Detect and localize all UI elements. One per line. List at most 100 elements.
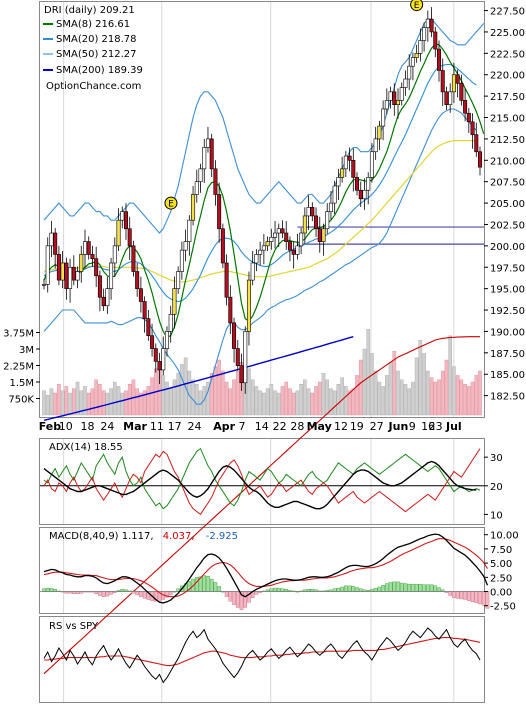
- macd-hist-bar-105: [433, 585, 438, 592]
- price-tick-label-5: 215.00: [490, 114, 525, 125]
- volume-bar-89: [373, 370, 378, 416]
- macd-hist-bar-109: [448, 591, 452, 596]
- macd-hist-bar-34: [168, 591, 173, 596]
- volume-bar-6: [64, 386, 69, 416]
- macd-hist-bar-103: [426, 584, 430, 592]
- rs-lines: [43, 627, 481, 684]
- candle-body-29: [150, 335, 155, 349]
- volume-bar-56: [250, 379, 255, 416]
- macd-hist-bar-15: [98, 591, 102, 596]
- macd-hist-bar-47: [217, 586, 221, 592]
- volume-tick-label-1: 3M: [19, 345, 34, 356]
- candle-body-114: [466, 112, 471, 123]
- volume-bar-96: [399, 379, 404, 416]
- price-tick-label-17: 185.00: [490, 370, 525, 381]
- rs-title: RS vs SPY: [49, 621, 99, 632]
- candle-body-111: [455, 74, 460, 84]
- candle-body-74: [317, 228, 322, 242]
- candle-body-26: [138, 288, 143, 302]
- macd-hist-bar-41: [194, 577, 199, 592]
- candle-body-100: [414, 53, 419, 58]
- volume-bar-69: [299, 384, 303, 416]
- volume-bar-100: [414, 357, 419, 416]
- date-tick-label-3: 24: [100, 420, 114, 433]
- volume-bar-90: [377, 381, 382, 416]
- macd-lines: [40, 533, 490, 610]
- macd-hist-bar-117: [478, 591, 482, 605]
- candle-body-81: [343, 155, 348, 170]
- volume-bar-47: [217, 359, 221, 416]
- candle-body-3: [53, 232, 58, 255]
- volume-bar-57: [254, 386, 259, 416]
- legend-sma200: SMA(200) 189.39: [56, 65, 143, 76]
- volume-bar-107: [440, 370, 445, 416]
- candle-body-54: [243, 331, 248, 384]
- candle-body-9: [75, 271, 80, 281]
- candle-body-32: [161, 348, 166, 371]
- candle-body-45: [209, 138, 214, 170]
- macd-hist-bar-79: [336, 587, 341, 592]
- candle-body-110: [451, 74, 456, 93]
- price-tick-label-1: 225.00: [490, 28, 525, 39]
- volume-bar-12: [86, 392, 91, 416]
- macd-hist-bar-94: [392, 581, 397, 592]
- price-tick-label-0: 227.50: [490, 7, 525, 18]
- price-tick-label-10: 202.50: [490, 220, 525, 231]
- candle-body-102: [422, 27, 427, 41]
- candle-body-109: [448, 91, 453, 105]
- volume-bar-111: [455, 375, 460, 416]
- volume-bar-102: [422, 353, 426, 416]
- adx-line: [43, 460, 477, 510]
- volume-bar-44: [206, 381, 210, 416]
- macd-tick-label-3: 2.50: [490, 573, 512, 584]
- date-tick-label-21: Jul: [445, 420, 462, 433]
- volume-bar-83: [351, 388, 356, 416]
- adx-minus-di: [43, 448, 481, 516]
- volume-bar-52: [235, 370, 240, 416]
- candle-body-37: [179, 249, 184, 272]
- candle-body-36: [176, 271, 181, 289]
- volume-bar-76: [325, 379, 330, 416]
- volume-bar-88: [370, 353, 374, 416]
- macd-hist-bar-49: [224, 591, 229, 597]
- volume-bar-16: [101, 390, 106, 416]
- candle-body-116: [474, 134, 479, 153]
- macd-hist-bar-52: [235, 591, 240, 608]
- date-tick-label-14: 12: [334, 420, 348, 433]
- adx-lines: [40, 447, 484, 516]
- volume-bar-34: [168, 388, 173, 416]
- candle-body-87: [366, 177, 371, 191]
- date-tick-label-5: 11: [150, 420, 164, 433]
- volume-bar-104: [429, 377, 434, 416]
- adx-tick-label-0: 30: [490, 453, 503, 464]
- volume-bar-64: [280, 386, 285, 416]
- candle-body-6: [64, 262, 69, 289]
- volume-bar-3: [53, 392, 57, 416]
- candle-body-95: [396, 100, 401, 105]
- date-tick-label-18: 9: [409, 420, 416, 433]
- macd-hist-bar-44: [206, 575, 210, 592]
- volume-bar-67: [291, 392, 296, 416]
- volume-bar-78: [332, 390, 337, 416]
- candle-body-73: [314, 215, 319, 230]
- date-tick-label-13: May: [307, 420, 332, 433]
- adx-axis-ticks: 30 20 10: [484, 453, 503, 521]
- price-tick-label-9: 205.00: [490, 199, 525, 210]
- volume-bar-79: [336, 384, 341, 416]
- volume-bar-113: [463, 384, 467, 416]
- volume-bar-109: [448, 335, 452, 416]
- volume-bar-14: [94, 379, 98, 416]
- candle-body-34: [168, 314, 173, 332]
- candle-body-27: [142, 301, 147, 319]
- candle-body-20: [116, 219, 121, 247]
- macd-hist-bar-115: [470, 591, 475, 602]
- candle-body-88: [369, 151, 374, 178]
- candle-body-51: [232, 322, 237, 349]
- volume-bar-97: [403, 384, 408, 416]
- macd-hist-bar-96: [399, 582, 404, 592]
- earnings-markers: EE: [164, 0, 424, 210]
- macd-hist-bar-2: [49, 587, 54, 592]
- candle-body-56: [250, 262, 255, 281]
- volume-bar-25: [135, 388, 139, 416]
